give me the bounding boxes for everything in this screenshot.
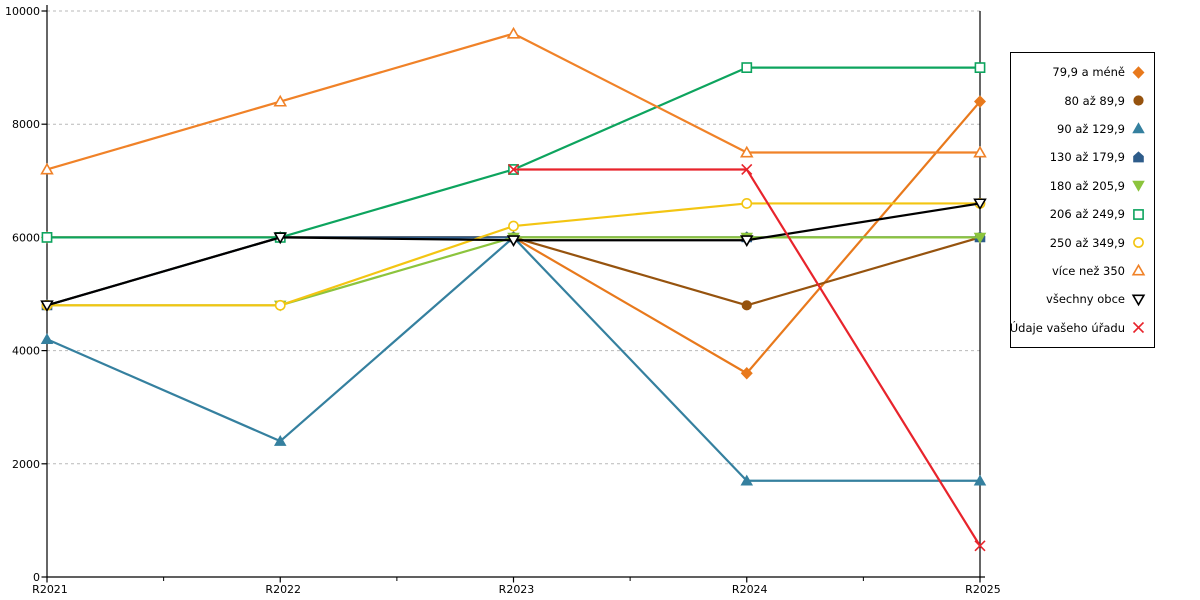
legend-item-label: 180 až 205,9	[1049, 178, 1125, 193]
circle-legend-marker-icon	[1133, 95, 1144, 106]
x-tick-label: R2023	[499, 583, 535, 596]
triangle-up-legend-marker-icon	[1131, 264, 1146, 276]
y-tick-label: 0	[33, 571, 40, 584]
data-point-marker	[741, 300, 752, 311]
legend-item: Údaje vašeho úřadu	[1010, 316, 1147, 340]
data-point-marker	[1132, 122, 1145, 134]
data-point-marker	[273, 94, 288, 107]
series-line	[47, 202, 980, 307]
data-point-marker	[740, 474, 754, 486]
legend-item-label: více než 350	[1051, 263, 1125, 278]
data-point-marker	[739, 235, 754, 248]
series--daje-va-eho-adu	[507, 163, 986, 552]
y-tick-label: 4000	[12, 345, 40, 358]
legend-item: 79,9 a méně	[1015, 60, 1147, 84]
legend-item: všechny obce	[1015, 287, 1147, 311]
legend-item: 80 až 89,9	[1015, 89, 1147, 113]
data-point-marker	[974, 540, 986, 552]
legend-item-label: 206 až 249,9	[1049, 207, 1125, 222]
data-point-marker	[273, 434, 287, 446]
y-tick-label: 2000	[12, 458, 40, 471]
legend-item-label: Údaje vašeho úřadu	[1009, 320, 1125, 335]
circle-legend-marker-icon	[1133, 237, 1144, 248]
triangle-down-legend-marker-icon	[1132, 181, 1145, 192]
series-line	[46, 32, 980, 171]
data-point-marker	[741, 198, 753, 209]
legend-item: 250 až 349,9	[1015, 231, 1147, 255]
series-250-a-349-9	[41, 198, 986, 311]
series-v-ce-ne-350	[40, 26, 987, 175]
data-point-marker	[506, 26, 521, 39]
data-point-marker	[40, 162, 54, 175]
legend-item-label: 80 až 89,9	[1064, 93, 1125, 108]
pentagon-legend-marker-icon	[1133, 151, 1144, 163]
data-point-marker	[974, 62, 986, 73]
data-point-marker	[1132, 65, 1145, 79]
data-point-marker	[1133, 95, 1144, 106]
data-point-marker	[740, 367, 753, 380]
data-point-marker	[1132, 181, 1145, 192]
diamond-legend-marker-icon	[1132, 65, 1145, 79]
y-tick-label: 6000	[12, 231, 40, 244]
data-point-marker	[741, 62, 753, 73]
data-point-marker	[40, 300, 54, 313]
legend-item-label: 90 až 129,9	[1057, 121, 1125, 136]
data-point-marker	[40, 333, 54, 344]
data-point-marker	[41, 232, 53, 243]
data-point-marker	[1132, 322, 1145, 334]
x-tick-label: R2021	[32, 583, 68, 596]
legend-item-label: 79,9 a méně	[1052, 65, 1125, 80]
series-90-a-129-9	[40, 231, 987, 486]
series-v-echny-obce	[40, 198, 987, 313]
y-tick-label: 8000	[12, 118, 40, 131]
data-point-marker	[1133, 237, 1144, 248]
data-point-marker	[1133, 151, 1144, 163]
triangle-up-legend-marker-icon	[1132, 122, 1145, 134]
chart-legend: 79,9 a méně 80 až 89,9 90 až 129,9 130 až 1…	[1010, 52, 1155, 348]
data-point-marker	[1131, 264, 1146, 276]
x-tick-label: R2025	[965, 583, 1001, 596]
legend-item: 130 až 179,9	[1015, 145, 1147, 169]
data-point-marker	[273, 232, 288, 245]
legend-item-label: 250 až 349,9	[1049, 235, 1125, 250]
y-tick-label: 10000	[5, 5, 40, 18]
triangle-down-legend-marker-icon	[1131, 294, 1146, 307]
series-line	[46, 236, 981, 307]
series-line	[513, 168, 981, 547]
x-tick-label: R2022	[265, 583, 301, 596]
data-point-marker	[741, 163, 753, 176]
legend-item: 206 až 249,9	[1015, 202, 1147, 226]
square-legend-marker-icon	[1133, 208, 1144, 220]
legend-item-label: 130 až 179,9	[1049, 150, 1125, 165]
series-line	[47, 236, 980, 307]
series-line	[46, 236, 980, 482]
x-legend-marker-icon	[1132, 322, 1145, 334]
legend-item: 180 až 205,9	[1015, 174, 1147, 198]
legend-item: 90 až 129,9	[1015, 117, 1147, 141]
data-point-marker	[974, 95, 986, 108]
data-point-marker	[506, 235, 521, 248]
data-point-marker	[508, 220, 519, 232]
data-point-marker	[973, 145, 987, 158]
series-line	[46, 236, 980, 307]
series-line	[46, 202, 981, 307]
data-point-marker	[973, 232, 987, 244]
data-point-marker	[274, 299, 286, 311]
data-point-marker	[507, 163, 520, 176]
legend-item-label: všechny obce	[1046, 292, 1125, 307]
data-point-marker	[973, 198, 987, 211]
data-point-marker	[973, 474, 987, 486]
data-point-marker	[1133, 208, 1144, 220]
legend-item: více než 350	[1015, 259, 1147, 283]
data-point-marker	[1131, 294, 1146, 307]
x-tick-label: R2024	[732, 583, 768, 596]
data-point-marker	[739, 145, 754, 158]
